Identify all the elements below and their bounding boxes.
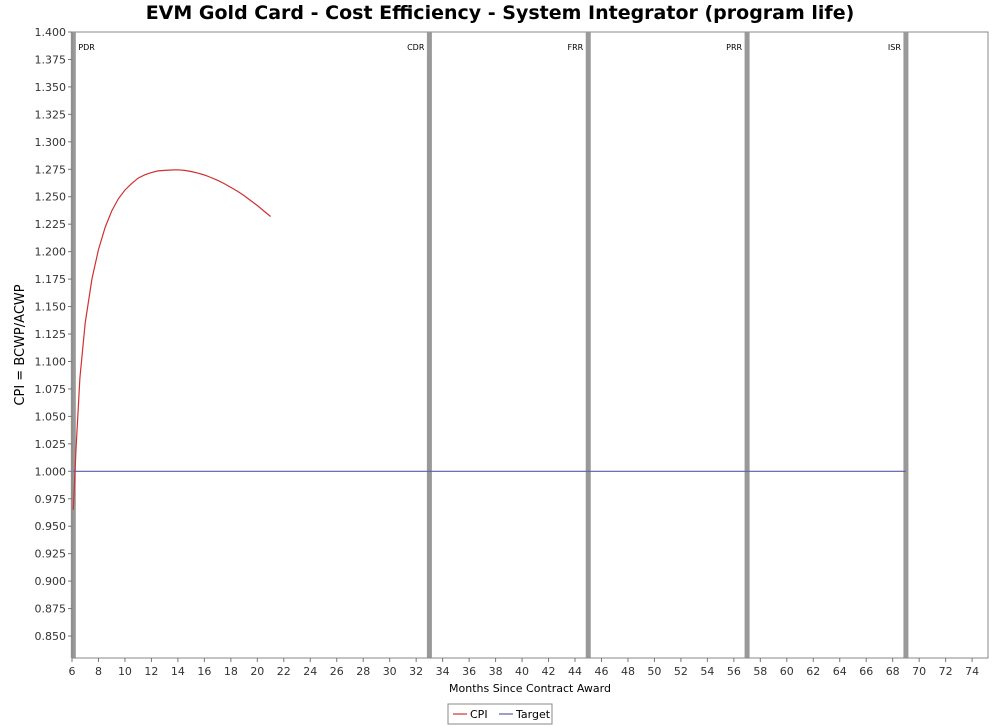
x-tick-label: 36 bbox=[462, 665, 476, 678]
legend-entry-target: Target bbox=[515, 708, 551, 721]
x-tick-label: 14 bbox=[171, 665, 185, 678]
y-tick-label: 1.150 bbox=[35, 301, 67, 314]
y-tick-label: 1.400 bbox=[35, 26, 67, 39]
y-tick-label: 1.000 bbox=[35, 465, 67, 478]
x-tick-label: 74 bbox=[965, 665, 979, 678]
x-tick-label: 46 bbox=[594, 665, 608, 678]
milestone-label: CDR bbox=[407, 43, 425, 52]
x-tick-label: 26 bbox=[330, 665, 344, 678]
x-tick-label: 56 bbox=[727, 665, 741, 678]
x-tick-label: 12 bbox=[144, 665, 158, 678]
x-tick-label: 52 bbox=[674, 665, 688, 678]
y-tick-label: 0.875 bbox=[35, 603, 67, 616]
y-tick-label: 1.100 bbox=[35, 355, 67, 368]
plot-border bbox=[71, 31, 989, 659]
y-tick-label: 1.225 bbox=[35, 218, 67, 231]
x-tick-label: 48 bbox=[621, 665, 635, 678]
milestone-label: ISR bbox=[888, 43, 901, 52]
y-tick-label: 0.925 bbox=[35, 548, 67, 561]
x-tick-label: 62 bbox=[806, 665, 820, 678]
legend-entry-cpi: CPI bbox=[470, 708, 488, 721]
x-tick-label: 24 bbox=[303, 665, 317, 678]
x-tick-label: 22 bbox=[277, 665, 291, 678]
x-tick-label: 42 bbox=[542, 665, 556, 678]
y-tick-label: 1.250 bbox=[35, 191, 67, 204]
y-tick-label: 1.075 bbox=[35, 383, 67, 396]
plot-area bbox=[71, 31, 989, 659]
x-tick-label: 34 bbox=[436, 665, 450, 678]
y-axis: 0.850 0.875 0.900 0.925 0.950 0.975 1.000 1.025… bbox=[35, 26, 73, 658]
y-tick-label: 1.175 bbox=[35, 273, 67, 286]
x-tick-label: 40 bbox=[515, 665, 529, 678]
y-tick-label: 0.975 bbox=[35, 493, 67, 506]
y-tick-label: 1.125 bbox=[35, 328, 67, 341]
x-tick-label: 28 bbox=[356, 665, 370, 678]
y-axis-label: CPI = BCWP/ACWP bbox=[13, 284, 28, 405]
x-axis: 6 8 10 12 14 16 18 20 22 24 26 28 30 32 34 36 38 40 42 44 46… bbox=[69, 657, 988, 678]
y-tick-label: 0.850 bbox=[35, 630, 67, 643]
x-tick-label: 60 bbox=[780, 665, 794, 678]
x-tick-label: 68 bbox=[886, 665, 900, 678]
chart-title: EVM Gold Card - Cost Efficiency - System… bbox=[145, 2, 855, 24]
x-tick-label: 10 bbox=[118, 665, 132, 678]
milestone-label: FRR bbox=[568, 43, 584, 52]
series-lines bbox=[72, 169, 906, 510]
x-tick-label: 50 bbox=[647, 665, 661, 678]
y-tick-label: 1.200 bbox=[35, 246, 67, 259]
milestone-label: PRR bbox=[726, 43, 742, 52]
y-tick-label: 1.350 bbox=[35, 81, 67, 94]
y-tick-label: 1.275 bbox=[35, 163, 67, 176]
y-tick-label: 1.025 bbox=[35, 438, 67, 451]
legend: CPI Target bbox=[447, 703, 553, 725]
y-tick-label: 1.325 bbox=[35, 108, 67, 121]
x-tick-label: 58 bbox=[753, 665, 767, 678]
x-tick-label: 32 bbox=[409, 665, 423, 678]
x-axis-label: Months Since Contract Award bbox=[449, 682, 611, 695]
x-tick-label: 66 bbox=[859, 665, 873, 678]
y-tick-label: 1.375 bbox=[35, 53, 67, 66]
x-tick-label: 72 bbox=[939, 665, 953, 678]
y-tick-label: 1.050 bbox=[35, 410, 67, 423]
y-tick-label: 0.900 bbox=[35, 575, 67, 588]
x-tick-label: 54 bbox=[700, 665, 714, 678]
y-tick-label: 0.950 bbox=[35, 520, 67, 533]
x-tick-label: 64 bbox=[833, 665, 847, 678]
milestone-label: PDR bbox=[78, 43, 95, 52]
y-tick-label: 1.300 bbox=[35, 136, 67, 149]
x-tick-label: 70 bbox=[912, 665, 926, 678]
x-tick-label: 20 bbox=[250, 665, 264, 678]
series-line-cpi bbox=[72, 169, 271, 510]
x-tick-label: 16 bbox=[197, 665, 211, 678]
milestone-markers: PDR CDR FRR PRR ISR bbox=[70, 32, 909, 658]
x-tick-label: 38 bbox=[489, 665, 503, 678]
x-tick-label: 8 bbox=[95, 665, 102, 678]
x-tick-label: 44 bbox=[568, 665, 582, 678]
x-tick-label: 6 bbox=[69, 665, 76, 678]
x-tick-label: 30 bbox=[383, 665, 397, 678]
x-tick-label: 18 bbox=[224, 665, 238, 678]
